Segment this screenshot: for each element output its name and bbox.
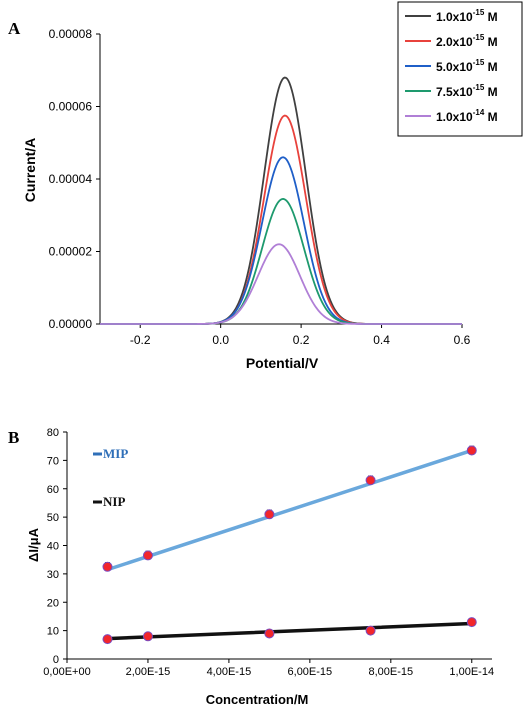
panel-a-x-tick-label: 0.2 <box>293 333 310 347</box>
panel-b-y-tick-label: 70 <box>47 455 59 467</box>
panel-b-calibration: B ΔI/μA Concentration/M 0 10 20 30 40 50 60 70 8… <box>8 427 494 707</box>
panel-b-x-tick-label: 6,00E-15 <box>288 666 333 678</box>
panel-b-y-axis-label: ΔI/μA <box>26 527 41 562</box>
panel-a-legend-entry: 2.0x10-15 M <box>436 33 498 49</box>
panel-a-label: A <box>8 19 21 38</box>
panel-b-y-tick-label: 60 <box>47 484 59 496</box>
panel-a-x-tick-label: 0.6 <box>454 333 471 347</box>
panel-b-y-tick-label: 40 <box>47 541 59 553</box>
panel-a-curve-2 <box>100 114 462 325</box>
panel-a-voltammograms: A Current/A Potential/V 0.00000 0.00002 0.… <box>8 1 523 371</box>
panel-a-y-axis-label: Current/A <box>22 138 38 203</box>
panel-b-x-axis-label: Concentration/M <box>206 692 309 707</box>
panel-b-label: B <box>8 428 19 447</box>
panel-b-nip-point <box>365 625 376 636</box>
panel-a-legend: 1.0x10-15 M 2.0x10-15 M 5.0x10-15 M 7.5x10-… <box>397 1 523 137</box>
panel-a-x-tick-label: 0.0 <box>212 333 229 347</box>
panel-b-mip-point <box>142 550 153 561</box>
panel-a-x-tick-label: -0.2 <box>130 333 151 347</box>
panel-b-nip-point <box>466 617 477 628</box>
panel-a-x-axis-label: Potential/V <box>246 355 319 371</box>
panel-b-mip-point <box>264 509 275 520</box>
panel-b-x-tick-label: 0,00E+00 <box>43 666 90 678</box>
panel-b-x-tick-label: 4,00E-15 <box>207 666 252 678</box>
panel-b-mip-point <box>365 475 376 486</box>
panel-b-y-tick-label: 0 <box>53 654 59 666</box>
panel-b-mip-trendline <box>105 448 474 572</box>
panel-a-y-tick-label: 0.00002 <box>49 245 93 259</box>
panel-a-legend-entry: 1.0x10-15 M <box>436 8 498 24</box>
panel-b-x-tick-label: 1,00E-14 <box>449 666 494 678</box>
panel-a-y-tick-label: 0.00004 <box>49 172 93 186</box>
panel-b-mip-label: MIP <box>103 446 128 461</box>
panel-b-y-tick-label: 20 <box>47 597 59 609</box>
panel-b-nip-point <box>264 628 275 639</box>
panel-a-y-tick-label: 0.00006 <box>49 100 93 114</box>
panel-b-nip-point <box>142 631 153 642</box>
panel-a-y-tick-label: 0.00000 <box>49 317 93 331</box>
panel-b-y-tick-label: 10 <box>47 626 59 638</box>
panel-b-nip-label: NIP <box>103 494 125 509</box>
panel-a-curve-4 <box>100 198 462 325</box>
panel-a-legend-entry: 7.5x10-15 M <box>436 83 498 99</box>
panel-a-legend-box <box>397 1 523 137</box>
panel-a-legend-entry: 5.0x10-15 M <box>436 58 498 74</box>
panel-b-x-tick-label: 8,00E-15 <box>368 666 413 678</box>
panel-b-y-tick-label: 30 <box>47 569 59 581</box>
panel-b-y-tick-label: 80 <box>47 427 59 439</box>
panel-a-x-tick-label: 0.4 <box>373 333 390 347</box>
panel-a-curve-5 <box>100 243 462 325</box>
panel-b-mip-point <box>466 445 477 456</box>
panel-b-nip-point <box>102 634 113 645</box>
panel-a-legend-entry: 1.0x10-14 M <box>436 108 498 124</box>
panel-b-y-tick-label: 50 <box>47 512 59 524</box>
panel-b-nip-trendline <box>105 621 474 641</box>
panel-a-curve-3 <box>100 156 462 325</box>
panel-b-x-tick-label: 2,00E-15 <box>126 666 171 678</box>
panel-b-mip-point <box>102 561 113 572</box>
panel-a-y-tick-label: 0.00008 <box>49 27 93 41</box>
